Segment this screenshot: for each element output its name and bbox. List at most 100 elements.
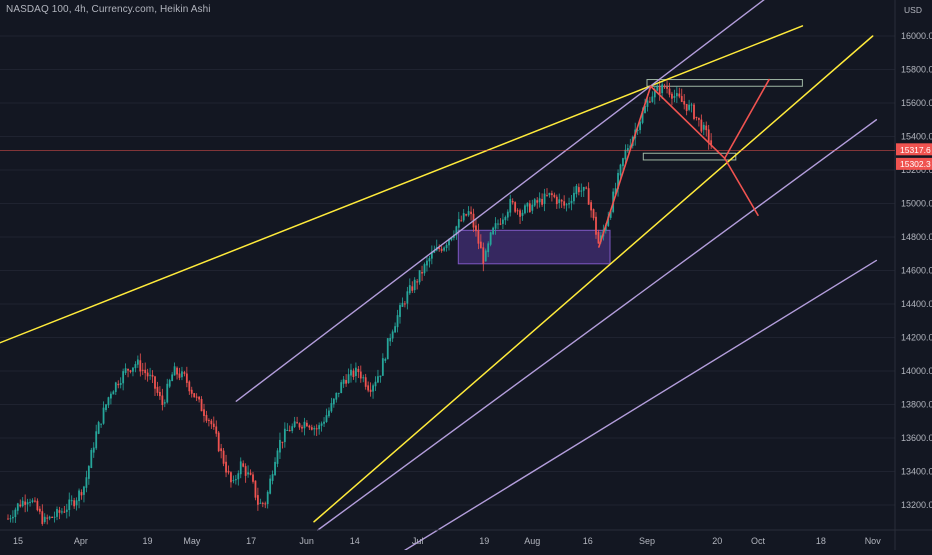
candle-body: [492, 227, 494, 235]
candle-body: [195, 396, 198, 398]
candle-body: [173, 366, 176, 376]
candle-body: [489, 232, 492, 245]
candle-body: [220, 448, 223, 452]
candle-body: [225, 461, 227, 473]
candle-body: [43, 516, 46, 523]
candle-body: [362, 377, 365, 379]
candle-body: [607, 216, 610, 226]
candle-body: [504, 217, 507, 221]
candle-body: [377, 376, 379, 383]
candle-body: [575, 185, 578, 195]
candle-body: [61, 511, 63, 513]
candle-body: [653, 89, 656, 98]
candle-body: [636, 129, 639, 131]
candle-body: [516, 210, 519, 212]
trendline: [317, 119, 878, 531]
candle-body: [14, 509, 17, 518]
candle-body: [105, 404, 107, 411]
candle-body: [217, 432, 220, 452]
candle-body: [364, 377, 367, 387]
candle-body: [9, 518, 12, 520]
candle-body: [249, 472, 252, 475]
time-tick-label: May: [183, 536, 201, 546]
candle-body: [546, 195, 548, 197]
candle-body: [340, 382, 343, 394]
candle-body: [227, 470, 230, 473]
price-zone: [646, 79, 803, 87]
candle-body: [479, 241, 482, 249]
candle-body: [553, 194, 556, 198]
candle-body: [705, 125, 708, 131]
candle-body: [526, 202, 529, 207]
candle-body: [347, 374, 350, 384]
candle-body: [19, 504, 22, 507]
candle-body: [58, 510, 61, 513]
candle-body: [149, 374, 151, 376]
candle-body: [536, 200, 539, 203]
candle-body: [85, 477, 88, 488]
trendline: [235, 0, 765, 402]
candle-body: [389, 337, 392, 342]
candle-body: [102, 407, 105, 424]
time-tick-label: Jul: [412, 536, 424, 546]
candle-body: [406, 291, 409, 304]
candle-body: [117, 383, 120, 386]
price-tick-label: 16000.0: [901, 31, 932, 41]
candle-body: [551, 193, 553, 196]
candle-body: [65, 509, 68, 512]
candle-body: [465, 214, 468, 216]
candle-body: [293, 421, 296, 427]
price-tick-label: 15200.0: [901, 165, 932, 175]
candle-body: [386, 338, 389, 360]
candle-body: [234, 479, 237, 481]
candle-body: [112, 391, 115, 395]
candle-body: [283, 428, 286, 443]
price-badge-b: [896, 157, 932, 170]
candle-body: [418, 270, 421, 283]
candle-body: [494, 223, 497, 229]
candle-body: [680, 96, 683, 102]
candle-body: [271, 474, 274, 481]
grid: [0, 35, 895, 506]
candle-body: [161, 395, 164, 406]
candle-body: [683, 101, 686, 105]
candle-body: [649, 101, 651, 103]
candle-body: [396, 315, 399, 328]
candle-body: [261, 502, 264, 504]
candle-body: [580, 190, 583, 192]
candle-body: [707, 129, 710, 143]
candle-body: [568, 203, 570, 205]
candle-body: [48, 516, 51, 519]
candle-body: [110, 393, 112, 399]
candle-body: [185, 373, 188, 383]
candle-body: [38, 508, 41, 512]
candle-body: [531, 204, 534, 211]
price-zone: [642, 152, 737, 161]
candle-body: [460, 220, 463, 222]
candle-body: [276, 450, 279, 464]
candle-body: [614, 188, 617, 195]
price-tick-label: 15400.0: [901, 132, 932, 142]
candle-body: [320, 423, 323, 426]
candle-body: [154, 376, 156, 389]
candle-body: [24, 501, 27, 505]
candle-body: [482, 247, 485, 264]
candle-body: [658, 87, 661, 95]
candle-body: [646, 100, 649, 107]
candle-body: [538, 198, 541, 203]
candle-body: [274, 461, 276, 476]
candle-body: [585, 187, 588, 189]
candle-body: [622, 158, 624, 167]
candle-body: [210, 420, 213, 425]
candle-body: [668, 88, 671, 95]
candle-body: [590, 202, 592, 211]
time-tick-label: Sep: [639, 536, 655, 546]
candle-body: [587, 188, 590, 205]
candle-body: [626, 148, 629, 152]
time-tick-label: 15: [13, 536, 23, 546]
candle-body: [90, 449, 93, 468]
candle-body: [688, 104, 690, 110]
time-tick-label: Nov: [865, 536, 882, 546]
